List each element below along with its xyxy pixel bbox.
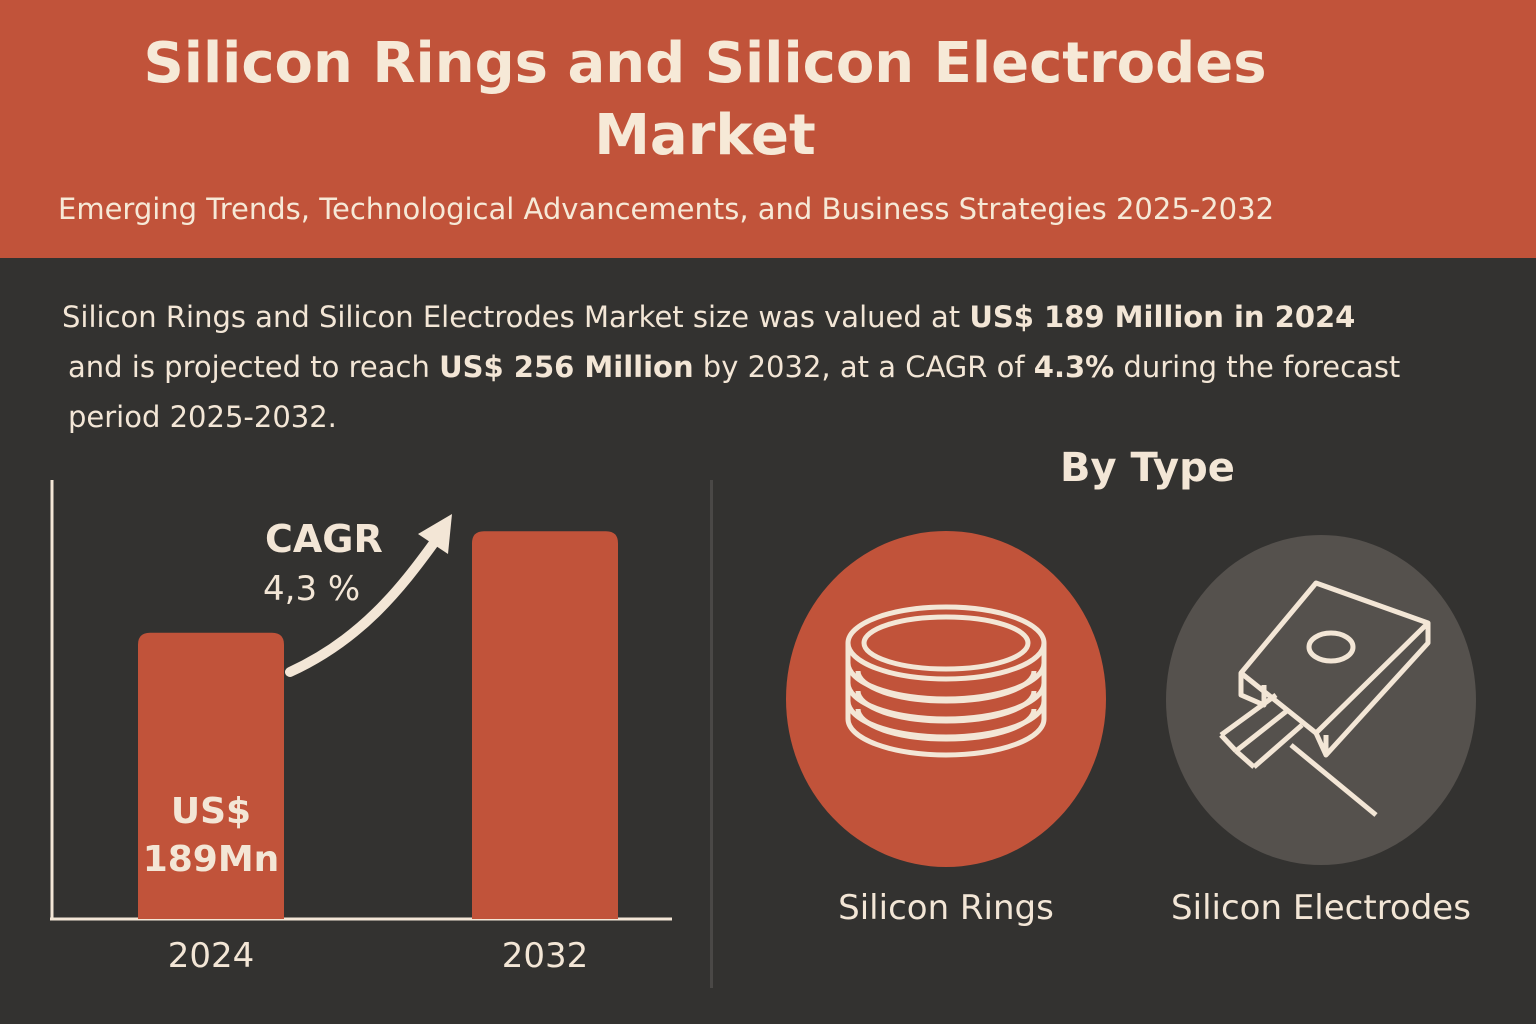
data-label-2024: US$ 189Mn xyxy=(143,791,280,880)
summary-text-5: period 2025-2032. xyxy=(68,400,337,434)
type-label-silicon-rings: Silicon Rings xyxy=(838,888,1054,928)
growth-arrow-head xyxy=(418,514,452,554)
rings-stack-icon xyxy=(845,604,1047,758)
electrode-icon xyxy=(1219,580,1431,817)
section-divider xyxy=(710,480,713,988)
market-bar-chart: 2024 US$ 189Mn 2032 CAGR 4,3 % xyxy=(50,480,672,976)
title-line-1: Silicon Rings and Silicon Electrodes xyxy=(143,31,1267,96)
summary-cagr: 4.3% xyxy=(1033,350,1115,384)
silicon-electrodes-badge xyxy=(1166,535,1476,865)
tick-label-2032: 2032 xyxy=(502,936,589,976)
summary-line-1: Silicon Rings and Silicon Electrodes Mar… xyxy=(62,292,1482,342)
cagr-label: CAGR xyxy=(265,517,383,561)
by-type-heading: By Type xyxy=(1060,445,1235,491)
summary-text-4: during the forecast xyxy=(1114,350,1401,384)
summary-text-1: Silicon Rings and Silicon Electrodes Mar… xyxy=(62,300,970,334)
summary-value-2032: US$ 256 Million xyxy=(439,350,694,384)
bar-2024 xyxy=(138,632,284,919)
summary-line-3: period 2025-2032. xyxy=(62,392,1482,442)
page-subtitle: Emerging Trends, Technological Advanceme… xyxy=(58,192,1275,226)
type-label-silicon-electrodes: Silicon Electrodes xyxy=(1171,888,1471,928)
summary-text-2: and is projected to reach xyxy=(68,350,440,384)
market-summary: Silicon Rings and Silicon Electrodes Mar… xyxy=(62,292,1482,442)
title-line-2: Market xyxy=(594,103,816,168)
cagr-value: 4,3 % xyxy=(263,569,360,609)
summary-value-2024: US$ 189 Million in 2024 xyxy=(969,300,1356,334)
silicon-rings-badge xyxy=(786,531,1106,867)
summary-line-2: and is projected to reach US$ 256 Millio… xyxy=(62,342,1482,392)
header-banner: Silicon Rings and Silicon Electrodes Mar… xyxy=(0,0,1536,258)
page-title: Silicon Rings and Silicon Electrodes Mar… xyxy=(0,28,1410,172)
tick-label-2024: 2024 xyxy=(168,936,255,976)
growth-arrow xyxy=(285,535,441,677)
summary-text-3: by 2032, at a CAGR of xyxy=(693,350,1034,384)
bar-2032 xyxy=(472,531,618,919)
